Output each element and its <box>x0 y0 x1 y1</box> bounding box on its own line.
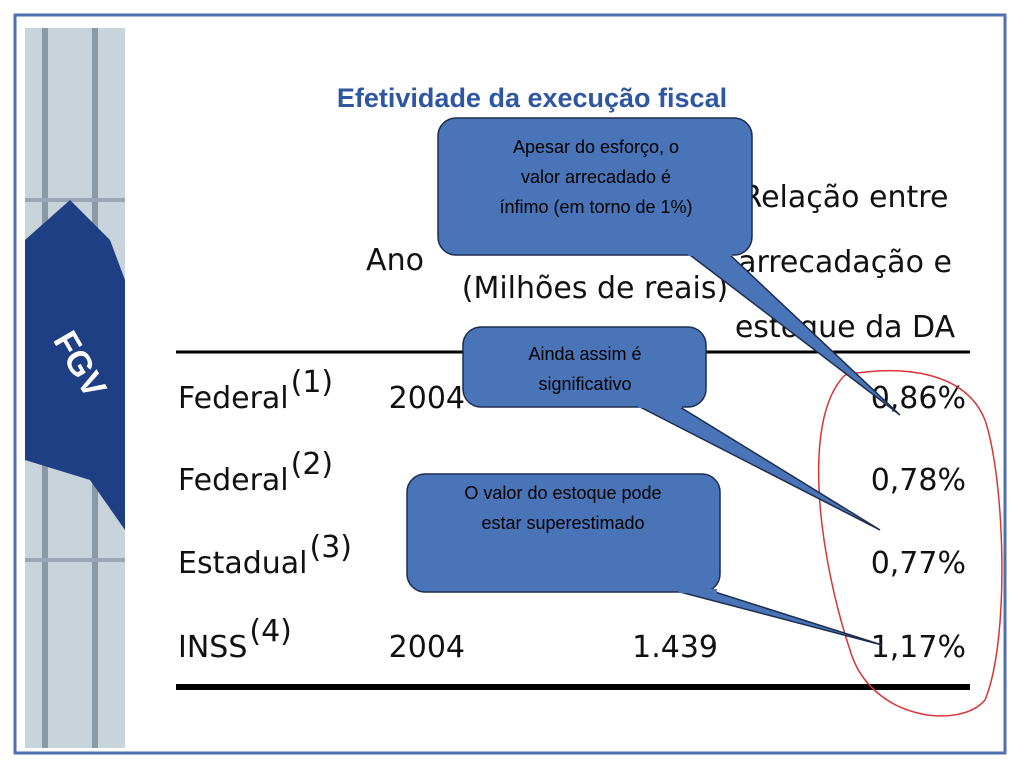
footnote-mark: (3) <box>310 530 353 565</box>
callout-text: valor arrecadado é <box>521 167 671 187</box>
cell-ratio: 0,78% <box>871 463 966 498</box>
row-label: Federal <box>178 463 289 498</box>
callout-text: ínfimo (em torno de 1%) <box>499 197 692 217</box>
callout-box <box>437 117 753 256</box>
row-label: INSS <box>178 630 247 665</box>
cell-amount: 1.439 <box>632 630 718 665</box>
footnote-mark: (1) <box>291 365 334 400</box>
footnote-mark: (2) <box>291 447 334 482</box>
slide-title: Efetividade da execução fiscal <box>337 83 727 113</box>
callout-text: Apesar do esforço, o <box>513 137 679 157</box>
footnote-mark: (4) <box>249 614 292 649</box>
callout-seam <box>638 404 682 408</box>
callout-box <box>406 473 721 593</box>
callout-text: Ainda assim é <box>528 344 641 364</box>
header: (Milhões de reais) <box>462 271 728 306</box>
row-label: Federal <box>178 381 289 416</box>
cell-year: 2004 <box>389 630 465 665</box>
header: Relação entre <box>742 180 949 215</box>
flag-photo: FGV <box>25 28 125 748</box>
cell-year: 2004 <box>389 381 465 416</box>
callout-box <box>462 326 707 408</box>
cell-ratio: 1,17% <box>871 630 966 665</box>
callout-seam <box>678 589 717 593</box>
cell-ratio: 0,86% <box>871 381 966 416</box>
header: Ano <box>366 243 424 278</box>
table: Ano (Milhões de reais) Relação entre arr… <box>176 180 970 690</box>
hand-drawn-ellipse <box>817 370 1003 717</box>
callout-seam <box>688 252 732 256</box>
row-label: Estadual <box>178 546 308 581</box>
callout-text: O valor do estoque pode <box>464 483 661 503</box>
cell-ratio: 0,77% <box>871 546 966 581</box>
callout-text: estar superestimado <box>481 513 644 533</box>
header: arrecadação e <box>738 245 952 280</box>
callouts: Apesar do esforço, o valor arrecadado é ín… <box>406 117 901 646</box>
callout-text: significativo <box>538 374 631 394</box>
